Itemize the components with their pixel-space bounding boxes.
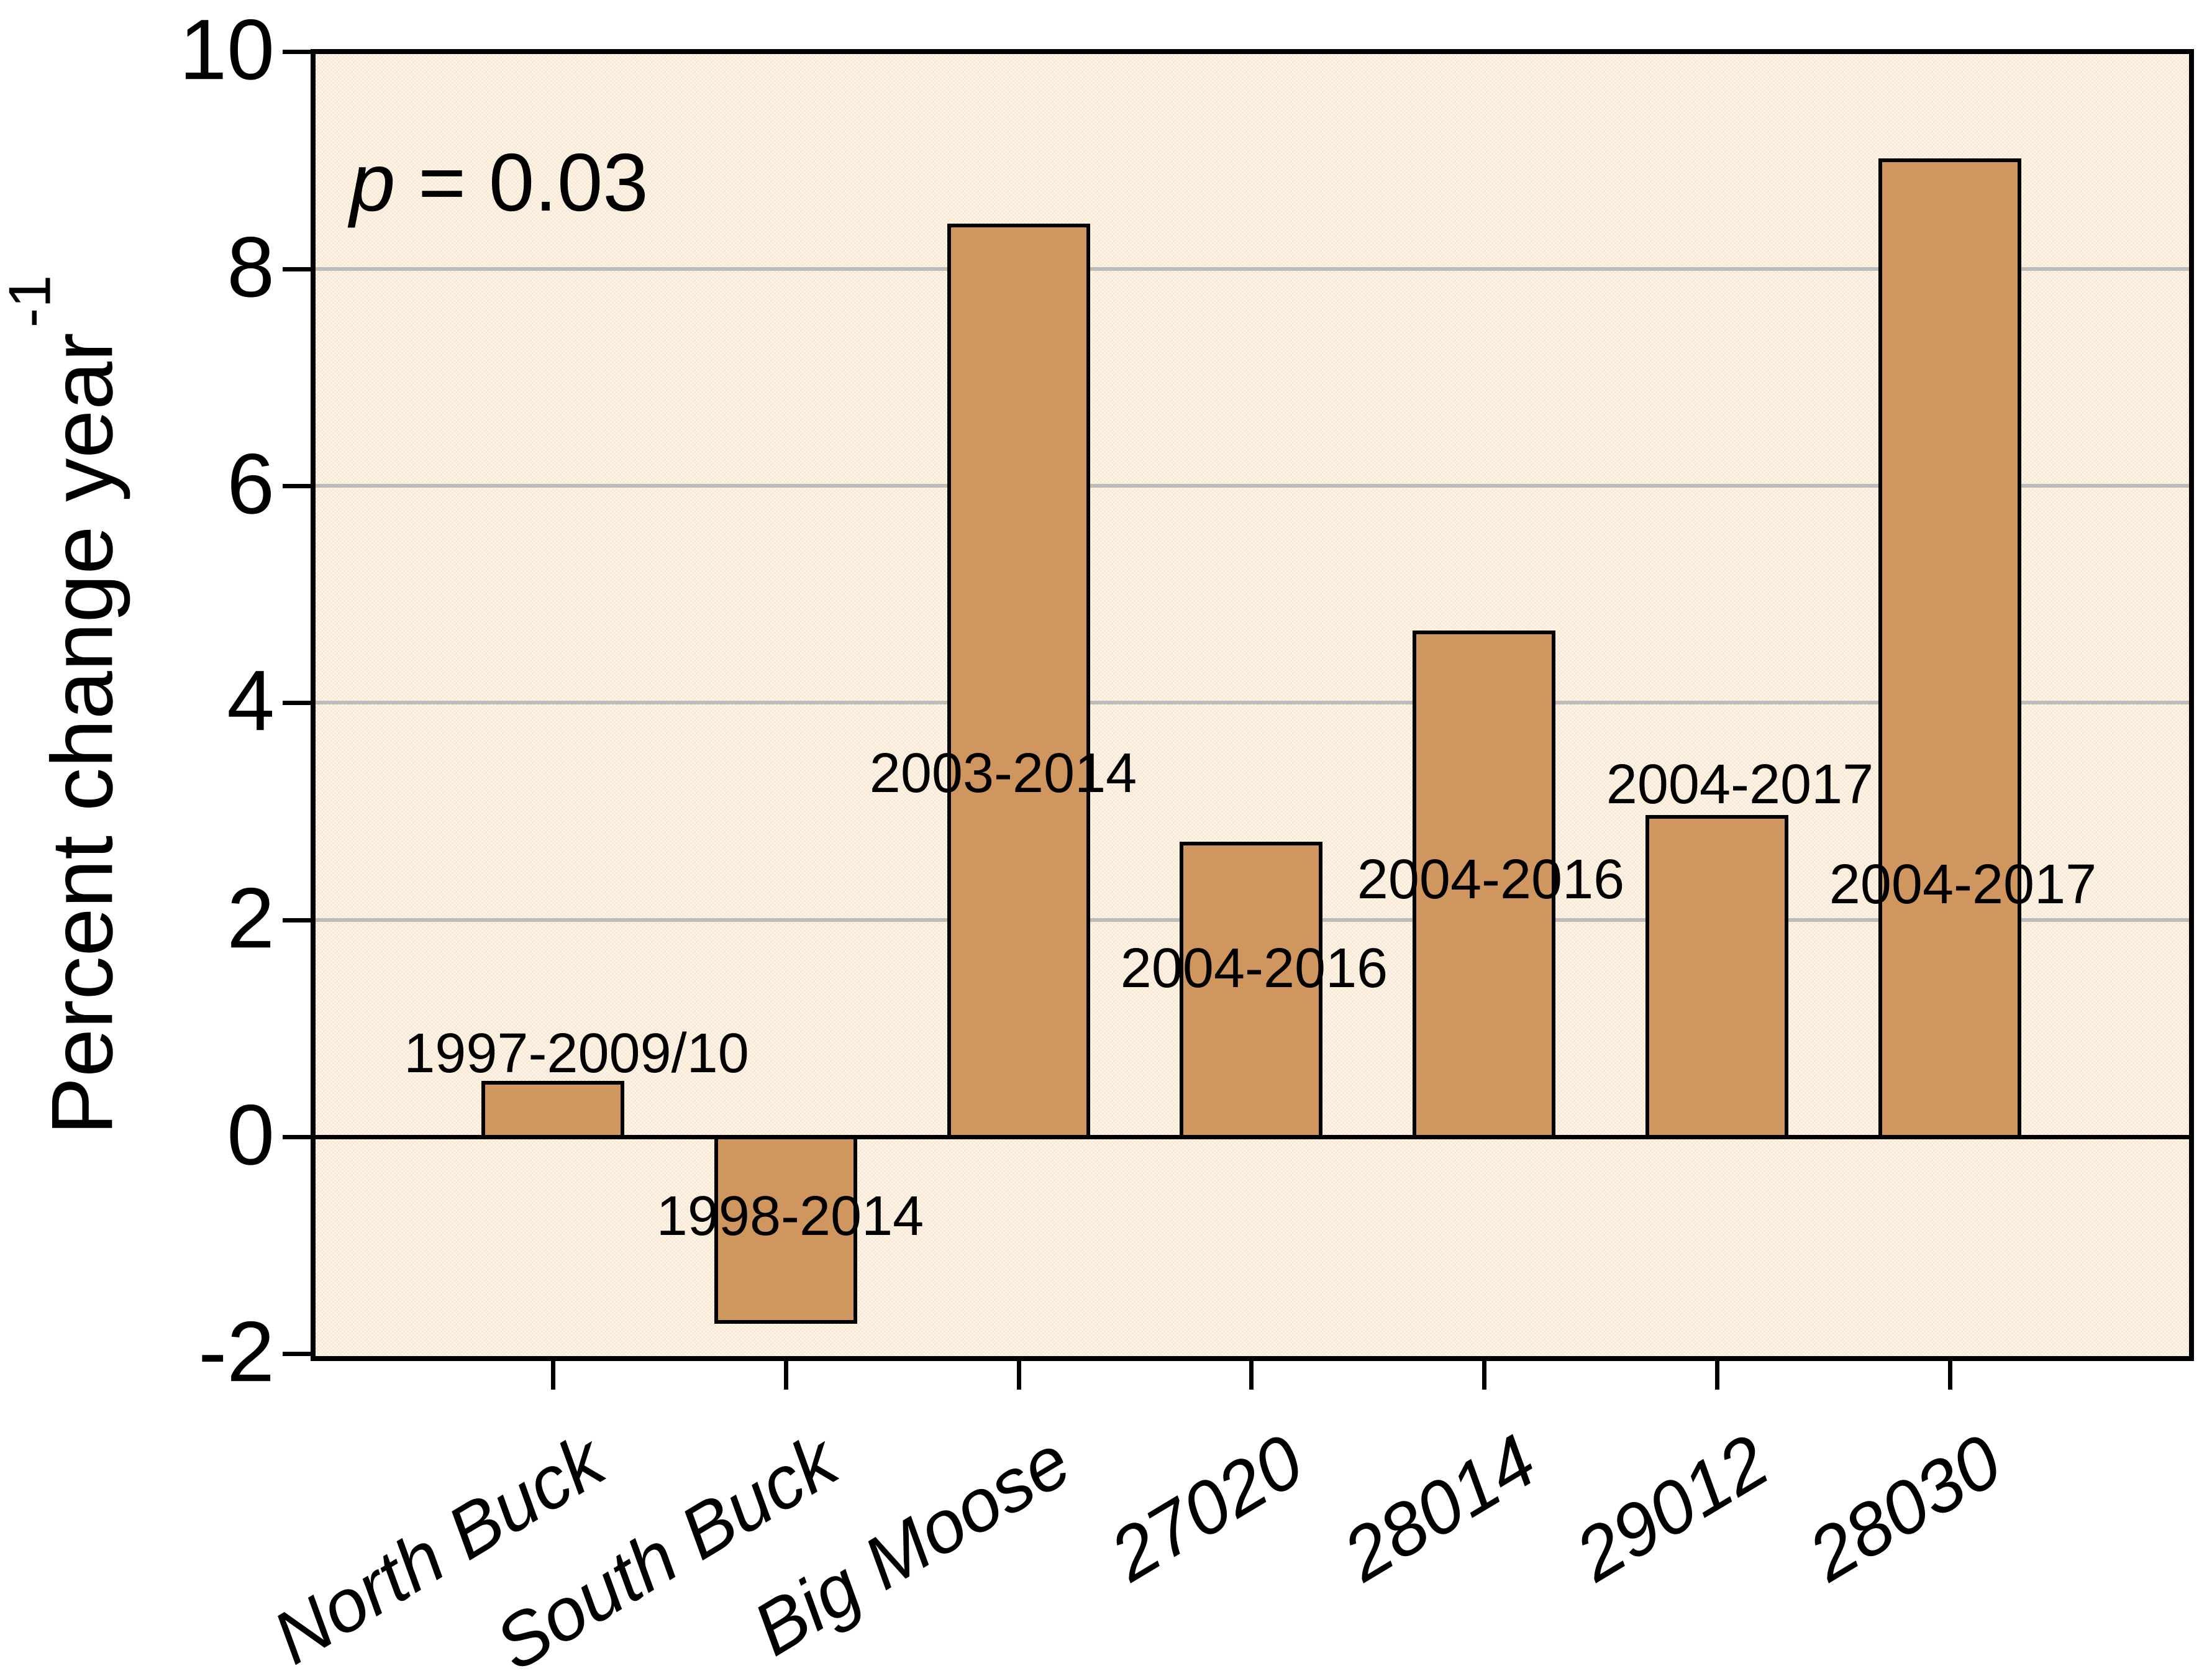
y-tick-8: [283, 266, 311, 271]
y-tick-label--2: -2: [198, 1304, 275, 1400]
bar-period-label-3: 2004-2016: [1120, 937, 1388, 1000]
x-tick-label-27020: 27020: [1096, 1418, 1317, 1597]
bar-period-label-2: 2003-2014: [869, 742, 1137, 804]
zero-axis-line: [316, 1135, 2189, 1139]
y-tick-10: [283, 50, 311, 55]
gridline-6: [316, 483, 2189, 488]
bar-period-label-5: 2004-2017: [1606, 754, 1874, 816]
x-tick-28014: [1482, 1361, 1487, 1390]
x-tick-south-buck: [783, 1361, 788, 1390]
bar-big-moose: [947, 223, 1090, 1139]
bar-north-buck: [481, 1080, 624, 1139]
gridline-4: [316, 701, 2189, 705]
y-tick-label-10: 10: [179, 2, 275, 98]
x-tick-north-buck: [551, 1361, 555, 1390]
bar-27020: [1180, 842, 1323, 1139]
y-axis-title-text: Percent change year: [33, 332, 131, 1136]
bar-28030: [1878, 158, 2021, 1139]
y-tick-label-8: 8: [227, 219, 275, 315]
y-tick-0: [283, 1135, 311, 1139]
bar-28014: [1413, 630, 1556, 1139]
p-value-annotation: p = 0.03: [350, 137, 649, 228]
bar-29012: [1645, 814, 1789, 1139]
y-tick-label-6: 6: [227, 436, 275, 532]
x-tick-29012: [1715, 1361, 1720, 1390]
bar-period-label-0: 1997-2009/10: [404, 1022, 749, 1085]
y-tick-label-0: 0: [227, 1087, 275, 1183]
y-tick-label-4: 4: [227, 653, 275, 749]
x-tick-label-28030: 28030: [1795, 1418, 2016, 1597]
p-symbol: p: [350, 137, 396, 228]
y-tick-6: [283, 483, 311, 488]
gridline-8: [316, 266, 2189, 271]
bar-period-label-6: 2004-2017: [1829, 854, 2097, 916]
y-axis-title-superscript: -1: [0, 275, 63, 328]
y-tick-4: [283, 701, 311, 706]
bar-period-label-4: 2004-2016: [1357, 849, 1625, 911]
x-tick-label-28014: 28014: [1329, 1418, 1550, 1597]
y-tick-2: [283, 918, 311, 922]
bar-south-buck: [714, 1135, 857, 1324]
x-tick-big-moose: [1016, 1361, 1021, 1390]
y-axis-title: Percent change year-1: [0, 275, 130, 1136]
y-tick--2: [283, 1352, 311, 1357]
x-tick-28030: [1947, 1361, 1952, 1390]
y-tick-label-2: 2: [227, 870, 275, 966]
bar-period-label-1: 1998-2014: [656, 1185, 924, 1247]
x-tick-27020: [1249, 1361, 1254, 1390]
p-value-text: = 0.03: [395, 137, 649, 228]
x-tick-label-29012: 29012: [1562, 1418, 1783, 1597]
